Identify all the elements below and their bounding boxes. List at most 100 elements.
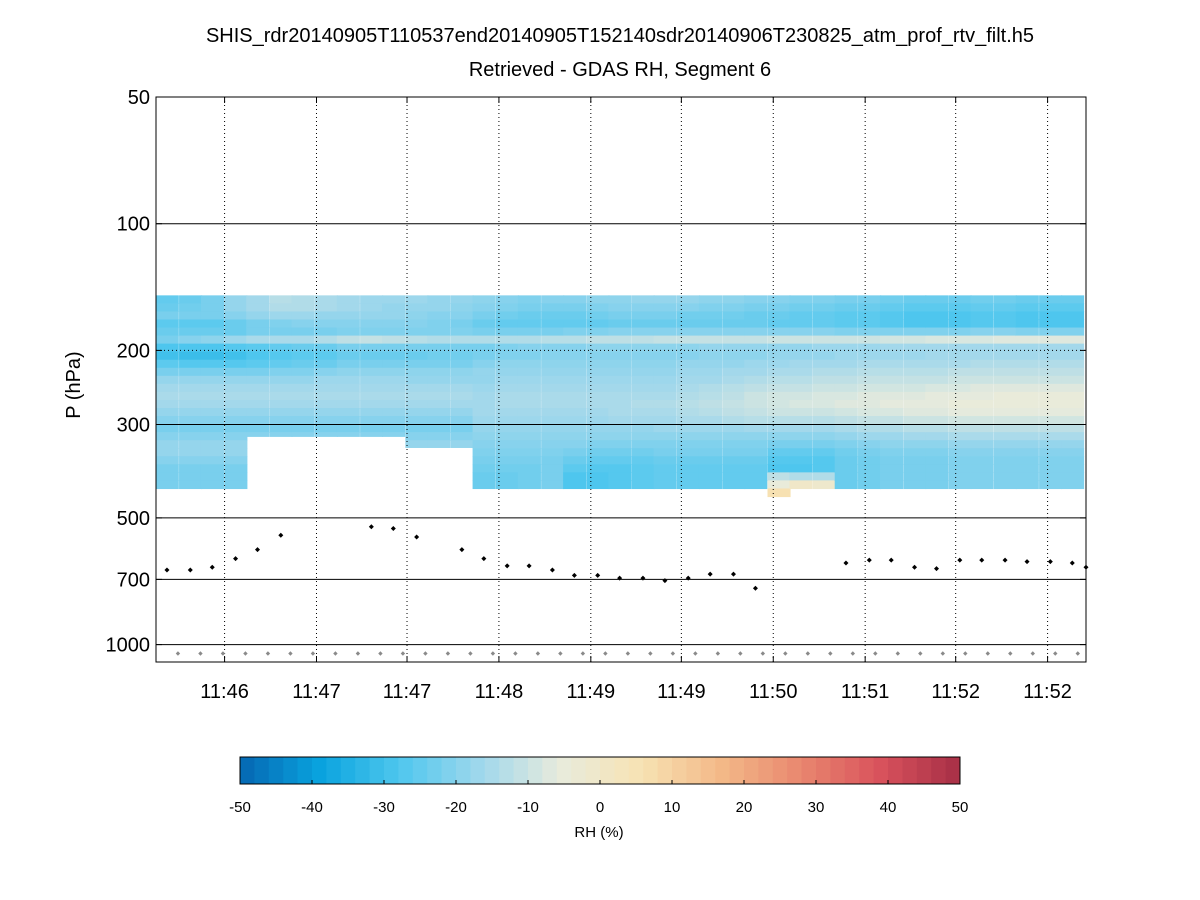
x-tick-label: 11:48 [475, 681, 524, 703]
heatmap-cell [495, 407, 519, 417]
heatmap-cell [269, 351, 293, 361]
heatmap-cell [676, 464, 701, 473]
heatmap-cell [246, 295, 270, 305]
heatmap-cell [291, 383, 315, 393]
heatmap-cell [200, 311, 225, 321]
heatmap-cell [563, 464, 587, 473]
heatmap-cell [903, 464, 927, 473]
heatmap-cell [1015, 319, 1039, 329]
heatmap-cell [879, 319, 904, 329]
heatmap-cell [698, 335, 723, 345]
heatmap-cell [314, 399, 338, 409]
heatmap-cell [767, 359, 791, 369]
heatmap-cell [269, 343, 293, 353]
surface-marker [504, 563, 510, 569]
x-tick-label: 11:46 [200, 681, 249, 703]
heatmap-cell [563, 367, 587, 377]
heatmap-cell [608, 407, 632, 417]
heatmap-cell [586, 359, 610, 369]
surface-marker [730, 571, 736, 577]
heatmap-cell [631, 311, 655, 321]
heatmap-cell [1061, 440, 1085, 449]
heatmap-cell [360, 295, 384, 305]
heatmap-cell [427, 399, 451, 409]
heatmap-cell [858, 440, 882, 449]
heatmap-cell [314, 391, 338, 401]
colorbar-segment [931, 757, 947, 784]
bottom-marker [1030, 651, 1035, 656]
heatmap-cell [472, 319, 496, 329]
heatmap-cell [834, 303, 858, 313]
heatmap-cell [789, 416, 813, 425]
heatmap-cell [427, 295, 451, 305]
heatmap-cell [314, 311, 338, 321]
heatmap-cell [314, 407, 338, 417]
heatmap-cell [676, 375, 701, 385]
heatmap-cell [472, 359, 496, 369]
heatmap-cell [812, 432, 836, 441]
heatmap-cell [246, 343, 270, 353]
heatmap-cell [631, 472, 655, 482]
heatmap-cell [1039, 375, 1063, 385]
heatmap-cell [1061, 367, 1085, 377]
heatmap-cell [698, 303, 723, 313]
heatmap-cell [563, 303, 587, 313]
heatmap-cell [156, 383, 179, 393]
heatmap-cell [472, 448, 496, 457]
heatmap-cell [993, 448, 1017, 457]
heatmap-cell [586, 432, 610, 441]
heatmap-cell [246, 359, 270, 369]
heatmap-cell [291, 351, 315, 361]
heatmap-cell [676, 407, 701, 417]
heatmap-cell [450, 407, 474, 417]
heatmap-cell [879, 335, 904, 345]
heatmap-cell [993, 295, 1017, 305]
heatmap-cell [767, 343, 791, 353]
heatmap-cell [495, 432, 519, 441]
heatmap-cell [360, 343, 384, 353]
heatmap-cell [360, 383, 384, 393]
heatmap-cell [858, 464, 882, 473]
heatmap-cell [903, 416, 927, 425]
heatmap-cell [224, 327, 248, 337]
heatmap-cell [586, 327, 610, 337]
heatmap-cell [993, 343, 1017, 353]
heatmap-cell [360, 311, 384, 321]
heatmap-cell [291, 416, 315, 425]
heatmap-cell [405, 295, 429, 305]
heatmap-cell [405, 424, 429, 433]
heatmap-cell [156, 311, 179, 321]
heatmap-cell [246, 375, 270, 385]
heatmap-cell [517, 367, 541, 377]
colorbar-segment [283, 757, 299, 784]
heatmap-cell [472, 407, 496, 417]
heatmap-cell [405, 335, 429, 345]
heatmap-cell [925, 359, 949, 369]
heatmap-cell [676, 399, 701, 409]
heatmap-cell [517, 343, 541, 353]
heatmap-cell [224, 343, 248, 353]
heatmap-cell [246, 367, 270, 377]
heatmap-cell [834, 464, 858, 473]
heatmap-cell [1039, 399, 1063, 409]
heatmap-cell [156, 327, 179, 337]
heatmap-cell [789, 456, 813, 465]
heatmap-cell [563, 295, 587, 305]
heatmap-cell [179, 456, 203, 465]
heatmap-cell [291, 303, 315, 313]
heatmap-cell [1015, 335, 1039, 345]
heatmap-cell [993, 335, 1017, 345]
heatmap-cell [156, 407, 179, 417]
heatmap-cell [246, 399, 270, 409]
heatmap-cell [382, 311, 406, 321]
heatmap-cell [767, 448, 791, 457]
heatmap-cell [722, 359, 746, 369]
heatmap-cell [722, 432, 746, 441]
heatmap-cell [789, 311, 813, 321]
heatmap-cell [563, 327, 587, 337]
heatmap-cell [722, 335, 746, 345]
heatmap-cell [722, 367, 746, 377]
heatmap-cell [200, 351, 225, 361]
x-axis-ticks: 11:46 11:47 11:47 11:48 11:49 11:49 11:50 11:51… [200, 97, 1072, 703]
heatmap-cell [1015, 295, 1039, 305]
